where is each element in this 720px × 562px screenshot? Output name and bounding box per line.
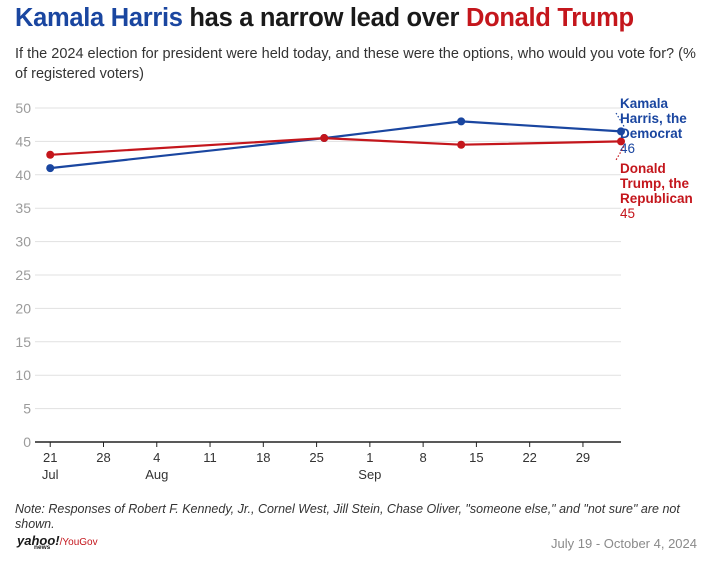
y-tick-label: 30 [15,234,31,250]
x-tick-label: 15 [469,450,483,465]
x-tick-month-label: Sep [358,467,381,482]
x-tick-label: 11 [203,450,217,465]
line-chart: 0 5 10 15 20 25 30 35 40 45 50 21 Jul 28 4 Aug 11 18 25 1 Se… [15,96,693,482]
x-tick-label: 8 [420,450,427,465]
harris-data-point [46,164,55,173]
yahoo-news-label: news [34,544,51,551]
x-tick-label: 29 [576,450,590,465]
harris-data-point [617,127,625,136]
y-tick-label: 0 [23,434,31,450]
trump-data-point [457,140,466,149]
harris-end-label: Harris, the [620,111,687,126]
y-tick-label: 20 [15,300,31,316]
x-tick-month-label: Jul [42,467,59,482]
title-middle: has a narrow lead over [182,4,466,32]
trump-data-point [320,134,329,143]
y-tick-label: 45 [15,133,31,149]
x-tick-label: 21 [43,450,57,465]
source-logo: yahoo!/YouGov news [17,532,98,551]
chart-note: Note: Responses of Robert F. Kennedy, Jr… [15,502,680,531]
harris-end-label: Democrat [620,126,683,141]
trump-end-label: Republican [620,191,693,206]
harris-end-value: 46 [620,141,635,156]
title-harris: Kamala Harris [15,4,183,32]
x-tick-label: 28 [96,450,110,465]
yahoo-logo: yahoo! [17,533,60,548]
y-tick-label: 15 [15,334,31,350]
trump-end-label: Donald [620,161,666,176]
y-tick-label: 10 [15,367,31,383]
harris-data-point [457,117,466,126]
harris-series-line [50,120,622,170]
x-tick-label: 25 [309,450,323,465]
x-tick-label: 22 [522,450,536,465]
chart-subtitle: If the 2024 election for president were … [15,46,696,82]
x-tick-label: 1 [366,450,373,465]
date-range: July 19 - October 4, 2024 [551,536,697,551]
y-tick-label: 5 [23,401,31,417]
trump-data-point [46,150,55,159]
title-trump: Donald Trump [465,4,634,32]
harris-label-leader [615,112,625,127]
x-tick-label: 4 [153,450,160,465]
trump-end-label: Trump, the [620,176,689,191]
x-tick-month-label: Aug [145,467,168,482]
trump-series-line [50,137,622,156]
trump-data-point [617,137,625,146]
yougov-logo: /YouGov [59,537,98,548]
y-tick-label: 50 [15,100,31,116]
trump-label-leader [615,146,625,161]
y-tick-label: 40 [15,167,31,183]
y-tick-label: 25 [15,267,31,283]
x-tick-label: 18 [256,450,270,465]
trump-end-value: 45 [620,206,635,221]
y-tick-label: 35 [15,200,31,216]
chart-title: Kamala Harris has a narrow lead over Don… [15,4,634,33]
harris-end-label: Kamala [620,96,669,111]
